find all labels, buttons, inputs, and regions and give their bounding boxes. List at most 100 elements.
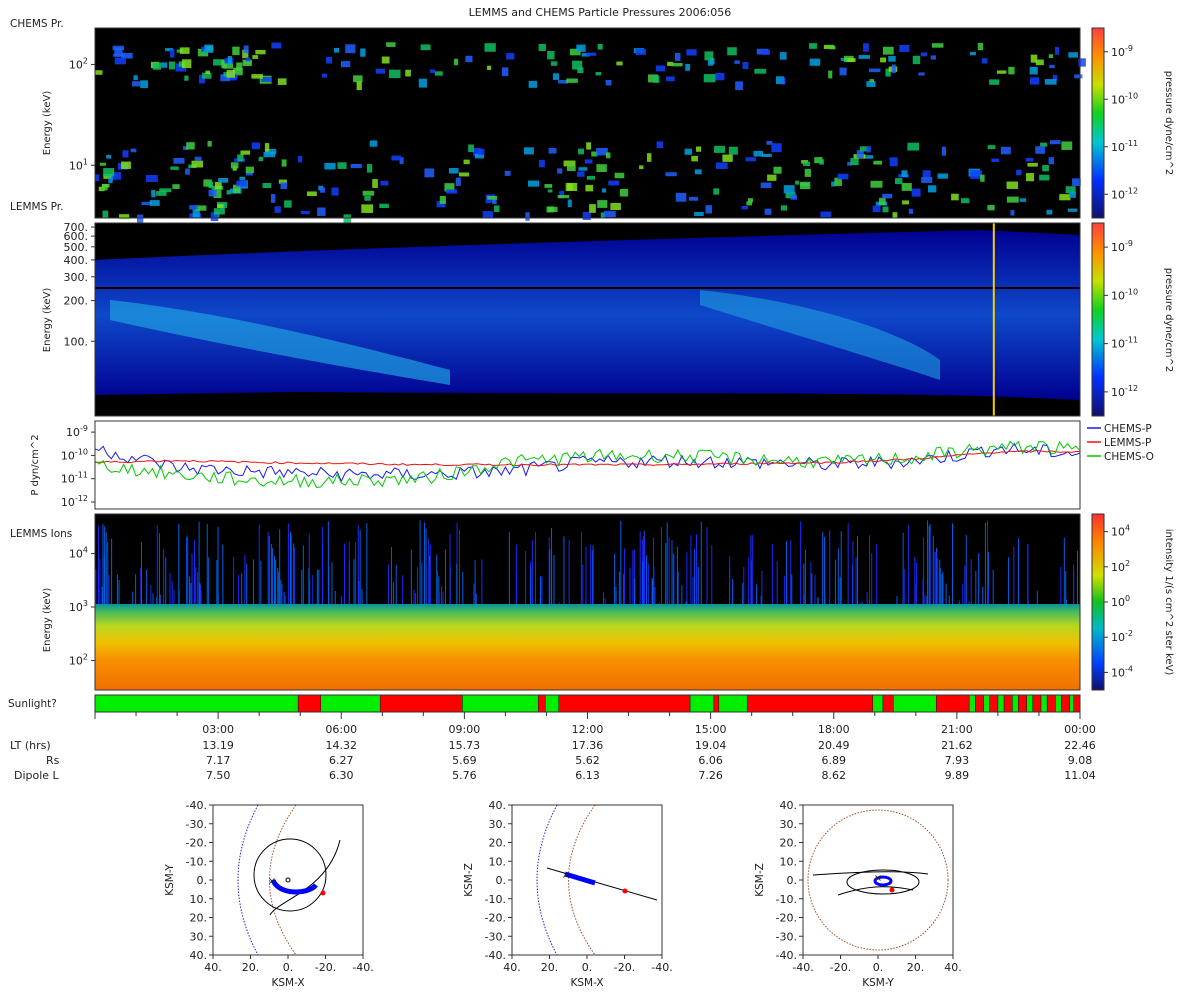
chems-cell	[103, 168, 115, 177]
sunlight-segment	[689, 694, 715, 713]
chems-cell	[780, 205, 788, 211]
chems-cell	[889, 157, 898, 167]
orbit-ytick-label: -30.	[485, 930, 506, 943]
chems-cell	[251, 142, 261, 150]
lemms-ytick-label: 300.	[64, 271, 89, 284]
ephemeris-value: 7.93	[945, 754, 970, 767]
chems-cell	[547, 51, 555, 60]
chems-cbtick-label: 10-9	[1111, 44, 1133, 59]
chems-cell	[133, 75, 138, 81]
orbit-xtick-label: 20.	[242, 961, 260, 974]
chems-cell	[121, 161, 131, 169]
chems-cell	[899, 44, 910, 52]
lines-ylabel: P dyn/cm^2	[30, 434, 41, 495]
chems-cell	[1067, 208, 1078, 212]
chems-cell	[1048, 157, 1055, 165]
ephemeris-value: 15.73	[449, 739, 481, 752]
chems-cell	[274, 206, 281, 213]
chems-cell	[675, 52, 681, 61]
chems-cell	[140, 80, 149, 89]
chems-cell	[1039, 174, 1050, 181]
ephemeris-value: 6.30	[329, 769, 354, 782]
sunlight-segment	[872, 694, 884, 713]
chems-cell	[558, 80, 569, 84]
sunlight-segment	[989, 694, 999, 713]
chems-cell	[453, 58, 459, 66]
chems-cell	[319, 187, 326, 193]
sunlight-segment	[1026, 694, 1034, 713]
chems-cell	[892, 212, 898, 219]
chems-cell	[980, 174, 985, 182]
sunlight-segment	[1046, 694, 1056, 713]
series-line-chems-p	[94, 442, 1081, 483]
chems-cell	[360, 48, 366, 57]
ephemeris-row-label: Rs	[46, 754, 60, 767]
chems-cell	[937, 173, 948, 179]
chems-cell	[987, 205, 995, 211]
chems-cell	[444, 183, 455, 192]
chems-cell	[605, 79, 612, 86]
ions-cbtick-label: 100	[1111, 594, 1130, 609]
sunlight-segment	[1032, 694, 1042, 713]
orbit-ytick-label: 0.	[197, 874, 208, 887]
chems-cell	[277, 78, 287, 85]
sunlight-segment	[975, 694, 984, 713]
lemms-frame	[94, 222, 1081, 417]
sunlight-segment	[997, 694, 1005, 713]
ions-ytick-label: 104	[69, 546, 88, 561]
chems-cell	[194, 156, 202, 161]
chems-cell	[192, 209, 200, 218]
chems-cell	[227, 55, 232, 65]
chems-cell	[610, 202, 621, 211]
ions-cbtick-label: 104	[1111, 524, 1130, 539]
chems-cell	[112, 45, 125, 51]
lines-ytick-label: 10-12	[61, 494, 88, 509]
lemms-ytick-label: 100.	[64, 335, 89, 348]
chems-cell	[210, 212, 219, 222]
chems-cell	[1065, 186, 1076, 194]
ephemeris-value: 13.19	[202, 739, 234, 752]
chems-cell	[160, 62, 168, 68]
time-axis: 03:00 06:00 09:00 12:00 15:00 18:00 21:00 00:00…	[10, 712, 1096, 782]
chems-cell	[691, 155, 698, 162]
chems-cell	[165, 48, 174, 52]
chems-cell	[487, 195, 498, 200]
chems-cell	[557, 195, 570, 199]
orbit-plots: ×40. 20. 0. -20. -40.-40.-30.-20.-10.0.10.20…	[164, 799, 962, 989]
chems-cell	[714, 145, 725, 153]
orbit-xtick-label: 40.	[944, 961, 962, 974]
orbit-xtick-label: 0.	[873, 961, 884, 974]
chems-cell	[281, 159, 287, 167]
sunlight-segment	[379, 694, 463, 713]
orbit-ytick-label: 10.	[780, 855, 798, 868]
chems-cell	[186, 142, 195, 150]
chems-cell	[207, 141, 212, 147]
chems-cell	[191, 160, 203, 168]
orbit-xtick-label: 0.	[582, 961, 593, 974]
chems-cell	[834, 177, 842, 186]
chems-cell	[912, 55, 921, 65]
chems-cell	[278, 179, 287, 184]
ions-ylabel: Energy (keV)	[42, 588, 53, 653]
sunlight-segment	[1073, 694, 1081, 713]
chems-cell	[245, 166, 254, 173]
chems-cell	[463, 159, 470, 165]
chems-colorbar	[1091, 27, 1105, 219]
lemms-ytick-label: 400.	[64, 254, 89, 267]
chems-cell	[614, 172, 625, 179]
ephemeris-value: 5.69	[452, 754, 477, 767]
chems-colorbar-ticks: 10-12 10-11 10-10 10-9	[1104, 44, 1138, 201]
chems-cell	[996, 70, 1007, 74]
bowshock-curve	[237, 805, 259, 955]
lines-ytick-label: 10-11	[61, 471, 88, 486]
lemms-y-ticks: 100. 200. 300. 400.500.600.700.	[64, 221, 95, 348]
chems-cell	[567, 183, 573, 191]
orbit-ytick-label: 40.	[190, 949, 208, 962]
orbit-ytick-label: 0.	[496, 874, 507, 887]
chems-cell	[1035, 59, 1044, 66]
chems-cell	[688, 196, 699, 201]
chems-cell	[586, 52, 597, 56]
orbit-xz: ×40. 20. 0. -20. -40.40.30.20.10.0.-10.-20.-…	[463, 799, 673, 989]
chems-cell	[655, 65, 666, 72]
chems-cell	[840, 57, 848, 61]
